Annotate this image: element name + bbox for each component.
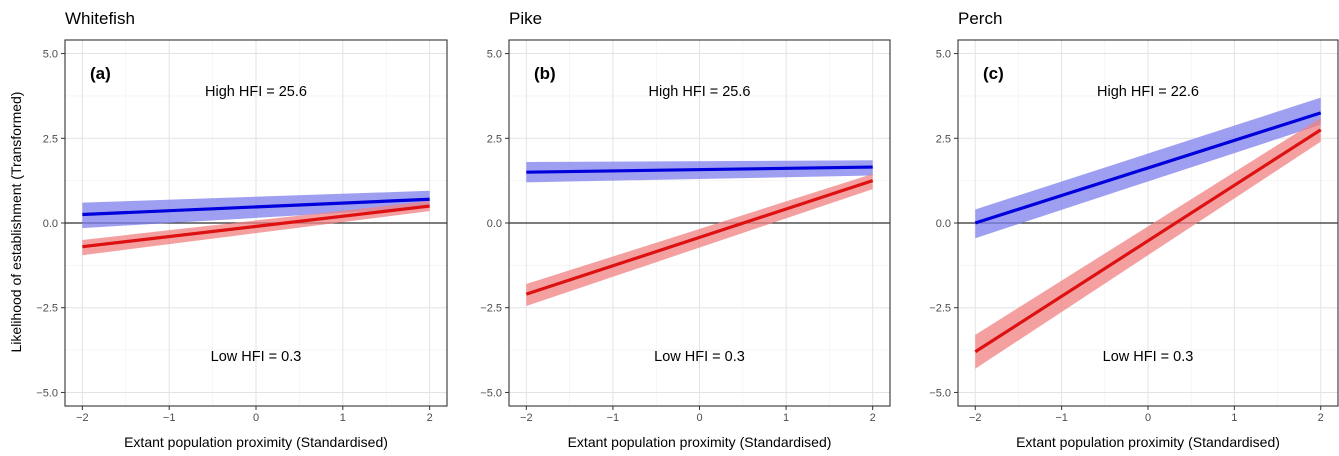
x-tick-label: 0 <box>1145 412 1151 424</box>
y-tick-label: 0.0 <box>936 218 951 230</box>
y-tick-label: 0.0 <box>43 218 58 230</box>
annotation-low-hfi: Low HFI = 0.3 <box>1103 349 1194 365</box>
panel-title: Perch <box>958 9 1002 28</box>
red-series-line <box>974 128 1322 354</box>
panel-3: −2 −1 0 1 2 −5.0 −2.5 0.0 2.5 5.0 Perch (c) High HFI… <box>929 9 1339 450</box>
red-confidence-ribbon <box>526 173 873 307</box>
y-tick-label: 2.5 <box>43 133 58 145</box>
x-tick-label: 2 <box>1318 412 1324 424</box>
panel-2: −2 −1 0 1 2 −5.0 −2.5 0.0 2.5 5.0 Pike (b) High HFI … <box>480 9 891 450</box>
red-confidence-ribbon <box>975 117 1321 369</box>
red-confidence-ribbon <box>82 200 430 256</box>
y-tick-label: 0.0 <box>487 218 502 230</box>
y-tick-label: 5.0 <box>487 49 502 61</box>
red-series-line <box>82 204 430 249</box>
panel-tag: (c) <box>983 64 1004 83</box>
y-tick-label: −5.0 <box>480 387 502 399</box>
x-tick-label: −2 <box>969 412 982 424</box>
blue-series-line <box>974 111 1322 225</box>
blue-series-line <box>82 197 430 217</box>
y-tick-label: −5.0 <box>929 387 951 399</box>
panel-title: Pike <box>509 9 542 28</box>
panel-tag: (a) <box>90 64 111 83</box>
x-tick-label: −1 <box>163 412 176 424</box>
annotation-low-hfi: Low HFI = 0.3 <box>211 349 302 365</box>
x-axis-title: Extant population proximity (Standardise… <box>568 434 832 450</box>
x-tick-label: 1 <box>783 412 789 424</box>
x-tick-label: −1 <box>1055 412 1068 424</box>
y-tick-label: −2.5 <box>36 303 58 315</box>
x-tick-label: −2 <box>76 412 89 424</box>
annotation-high-hfi: High HFI = 22.6 <box>1097 84 1199 100</box>
y-tick-label: 2.5 <box>487 133 502 145</box>
y-tick-label: −2.5 <box>480 303 502 315</box>
panel-tag: (b) <box>534 64 556 83</box>
annotation-high-hfi: High HFI = 25.6 <box>205 84 307 100</box>
x-tick-label: −2 <box>520 412 533 424</box>
panel-title: Whitefish <box>65 9 135 28</box>
x-tick-label: 2 <box>427 412 433 424</box>
panels: −2 −1 0 1 2 −5.0 −2.5 0.0 2.5 5.0 Whitefish (a) High… <box>36 9 1339 450</box>
x-axis-title: Extant population proximity (Standardise… <box>1016 434 1280 450</box>
x-tick-label: 0 <box>696 412 702 424</box>
blue-confidence-ribbon <box>82 190 430 229</box>
x-tick-label: 2 <box>870 412 876 424</box>
y-tick-label: 5.0 <box>43 49 58 61</box>
red-series-line <box>525 179 874 296</box>
x-tick-label: 1 <box>340 412 346 424</box>
y-axis-title: Likelihood of establishment (Transformed… <box>8 92 24 353</box>
x-tick-label: 1 <box>1231 412 1237 424</box>
annotation-high-hfi: High HFI = 25.6 <box>649 84 751 100</box>
blue-confidence-ribbon <box>526 160 873 183</box>
x-tick-label: −1 <box>607 412 620 424</box>
y-tick-label: 5.0 <box>936 49 951 61</box>
panel-1: −2 −1 0 1 2 −5.0 −2.5 0.0 2.5 5.0 Whitefish (a) High… <box>36 9 448 450</box>
x-axis-title: Extant population proximity (Standardise… <box>124 434 388 450</box>
blue-series-line <box>526 165 873 174</box>
y-tick-label: −5.0 <box>36 387 58 399</box>
y-tick-label: 2.5 <box>936 133 951 145</box>
y-tick-label: −2.5 <box>929 303 951 315</box>
annotation-low-hfi: Low HFI = 0.3 <box>654 349 745 365</box>
x-tick-label: 0 <box>253 412 259 424</box>
